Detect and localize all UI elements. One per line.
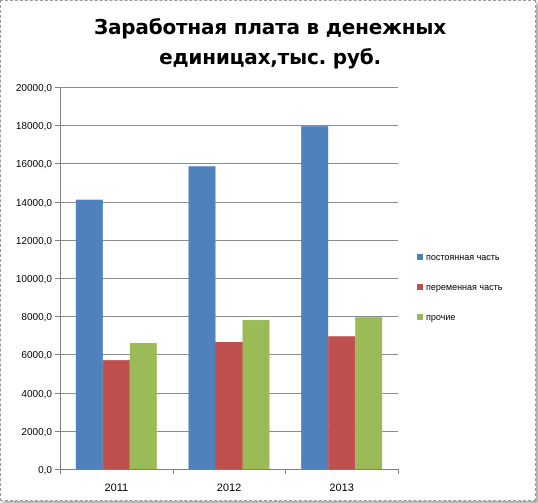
- legend-swatch: [417, 284, 423, 290]
- y-tick-label: 18000,0: [16, 121, 53, 132]
- x-tick-label: 2011: [105, 482, 129, 494]
- y-tick-label: 6000,0: [21, 350, 52, 361]
- y-tick-label: 14000,0: [16, 198, 53, 209]
- y-tick-label: 8000,0: [21, 312, 52, 323]
- y-tick-label: 12000,0: [16, 236, 53, 247]
- bar: [355, 317, 383, 469]
- legend-label: прочие: [426, 312, 455, 322]
- bar: [215, 341, 243, 469]
- x-tick-label: 2012: [217, 482, 241, 494]
- legend-swatch: [417, 314, 423, 320]
- bar: [129, 342, 157, 469]
- x-tick-label: 2013: [329, 482, 353, 494]
- legend-swatch: [417, 254, 423, 260]
- chart-title: Заработная плата в денежных единицах,тыс…: [94, 15, 446, 69]
- bar: [188, 166, 216, 469]
- bar: [75, 199, 103, 469]
- legend-label: переменная часть: [426, 282, 503, 292]
- legend-label: постоянная часть: [426, 252, 500, 262]
- bar: [328, 336, 356, 469]
- y-tick-label: 0,0: [38, 465, 52, 476]
- y-tick-label: 16000,0: [16, 159, 53, 170]
- y-tick-label: 4000,0: [21, 389, 52, 400]
- bar: [102, 360, 130, 469]
- y-tick-label: 10000,0: [16, 274, 53, 285]
- bar: [301, 126, 329, 469]
- y-tick-label: 20000,0: [16, 83, 53, 94]
- y-tick-label: 2000,0: [21, 427, 52, 438]
- bar: [242, 320, 270, 469]
